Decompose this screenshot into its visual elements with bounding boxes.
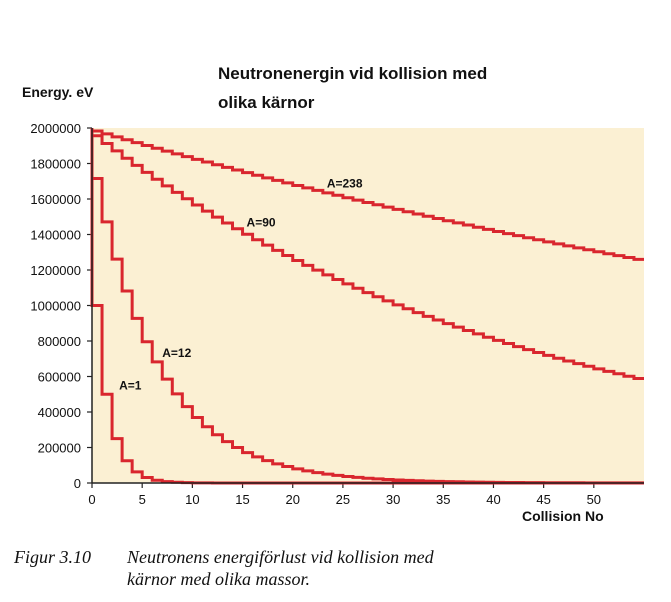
x-tick-label: 30: [386, 492, 400, 507]
y-tick-label: 1800000: [30, 157, 81, 172]
y-axis-ticks: 0 200000 400000 600000 800000 1000000 1200000 1…: [30, 121, 92, 491]
caption-number: Figur 3.10: [14, 547, 92, 567]
series-label: A=12: [162, 346, 191, 360]
figure-caption: Figur 3.10 Neutronens energiförlust vid k…: [14, 546, 654, 590]
chart-title-line-2: olika kärnor: [218, 93, 315, 112]
x-tick-label: 50: [587, 492, 601, 507]
y-tick-label: 0: [74, 476, 81, 491]
x-tick-label: 5: [139, 492, 146, 507]
plot-area: [92, 128, 644, 483]
series-label: A=238: [327, 176, 363, 190]
x-axis-label: Collision No: [522, 508, 604, 524]
y-tick-label: 1000000: [30, 299, 81, 314]
series-labels: A=1 A=12 A=90 A=238: [119, 176, 363, 392]
y-tick-label: 1400000: [30, 228, 81, 243]
series-label: A=1: [119, 378, 142, 392]
x-tick-label: 10: [185, 492, 199, 507]
x-tick-label: 40: [486, 492, 500, 507]
x-tick-label: 25: [336, 492, 350, 507]
x-tick-label: 0: [88, 492, 95, 507]
y-tick-label: 400000: [38, 405, 81, 420]
x-tick-label: 45: [536, 492, 550, 507]
chart-title-line-1: Neutronenergin vid kollision med: [218, 64, 487, 83]
x-axis-ticks: 0 5 10 15 20 25 30 35 40 45 50: [88, 483, 601, 507]
y-tick-label: 800000: [38, 334, 81, 349]
x-tick-label: 15: [235, 492, 249, 507]
series-label: A=90: [247, 216, 276, 230]
x-tick-label: 35: [436, 492, 450, 507]
series-line-a-238: [90, 128, 644, 261]
y-tick-label: 1200000: [30, 263, 81, 278]
y-tick-label: 1600000: [30, 192, 81, 207]
chart: Neutronenergin vid kollision med olika k…: [22, 64, 644, 524]
y-tick-label: 2000000: [30, 121, 81, 136]
x-tick-label: 20: [285, 492, 299, 507]
caption-line-2: kärnor med olika massor.: [127, 569, 310, 589]
y-tick-label: 600000: [38, 370, 81, 385]
caption-line-1: Neutronens energiförlust vid kollision m…: [127, 547, 434, 567]
y-axis-label: Energy. eV: [22, 84, 94, 100]
y-tick-label: 200000: [38, 441, 81, 456]
series-line-a-90: [90, 128, 644, 381]
